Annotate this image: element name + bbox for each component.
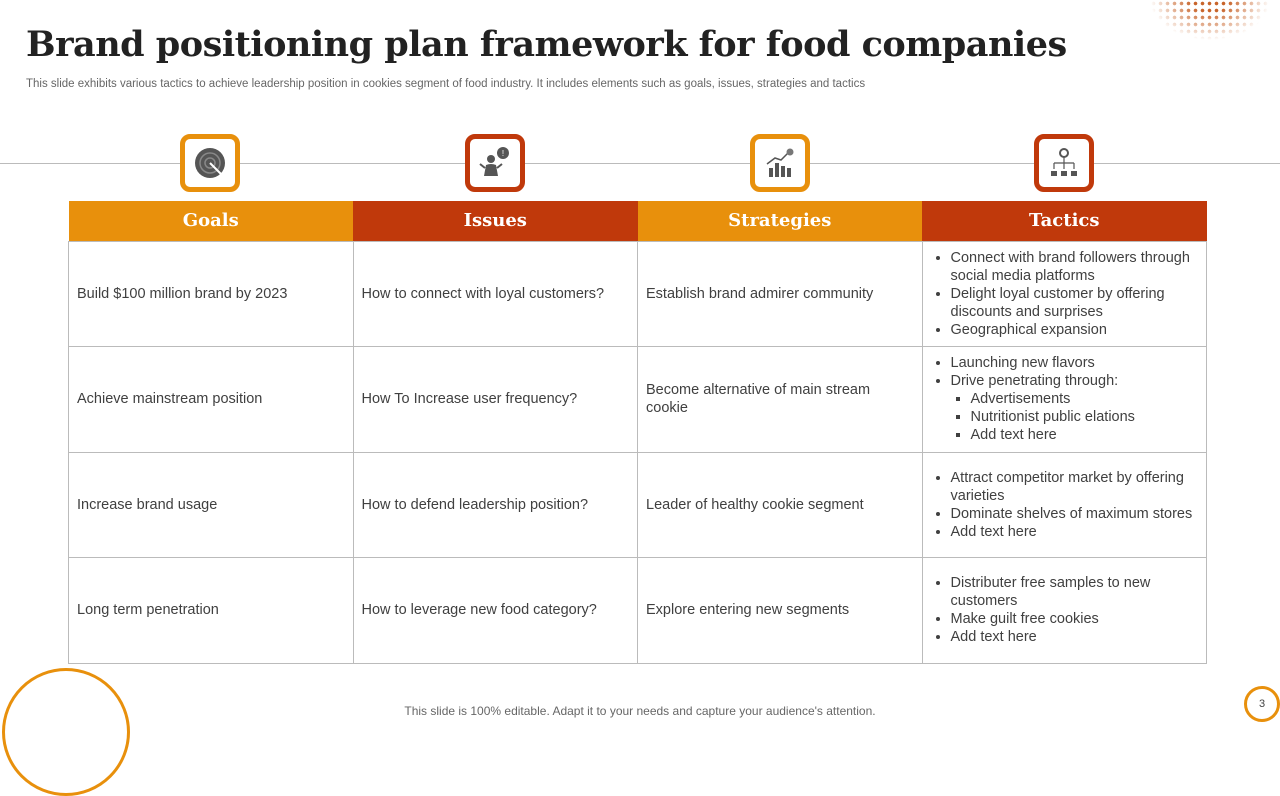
- issue-cell: How to leverage new food category?: [352, 557, 638, 664]
- tactic-item: Dominate shelves of maximum stores: [951, 505, 1199, 523]
- table-row: Build $100 million brand by 2023 How to …: [68, 240, 1207, 347]
- framework-table: Goals Issues Strategies Tactics Build $1…: [68, 201, 1207, 664]
- goal-cell: Achieve mainstream position: [68, 346, 354, 453]
- decorative-dots: [1150, 0, 1280, 60]
- issue-cell: How to defend leadership position?: [352, 451, 638, 558]
- tactics-cell: Connect with brand followers through soc…: [921, 240, 1207, 347]
- page-title: Brand positioning plan framework for foo…: [26, 24, 1067, 65]
- tactic-text: Drive penetrating through:: [950, 373, 1119, 390]
- goal-cell: Long term penetration: [68, 557, 354, 664]
- divider: [0, 163, 1280, 164]
- person-question-icon: !: [465, 134, 525, 192]
- tactic-item: Make guilt free cookies: [951, 610, 1199, 628]
- tactic-item: Add text here: [951, 628, 1199, 646]
- tactics-cell: Launching new flavors Drive penetrating …: [921, 346, 1207, 453]
- subtactic-item: Nutritionist public elations: [971, 408, 1199, 426]
- issue-cell: How To Increase user frequency?: [352, 346, 638, 453]
- tactic-item: Connect with brand followers through soc…: [951, 249, 1199, 285]
- header-issues: Issues: [353, 201, 638, 241]
- target-icon: [180, 134, 240, 192]
- tactics-cell: Distributer free samples to new customer…: [921, 557, 1207, 664]
- strategy-cell: Leader of healthy cookie segment: [637, 451, 923, 558]
- subtactic-item: Advertisements: [971, 390, 1199, 408]
- strategy-cell: Establish brand admirer community: [637, 240, 923, 347]
- process-hierarchy-icon: [1034, 134, 1094, 192]
- tactics-cell: Attract competitor market by offering va…: [921, 451, 1207, 558]
- tactic-item: Launching new flavors: [951, 354, 1199, 372]
- footer-note: This slide is 100% editable. Adapt it to…: [404, 704, 876, 718]
- goal-cell: Increase brand usage: [68, 451, 354, 558]
- strategy-cell: Become alternative of main stream cookie: [637, 346, 923, 453]
- tactic-item: Geographical expansion: [951, 321, 1199, 339]
- page-subtitle: This slide exhibits various tactics to a…: [26, 78, 866, 90]
- growth-chart-icon: [750, 134, 810, 192]
- decorative-circle: [2, 668, 130, 796]
- issue-cell: How to connect with loyal customers?: [352, 240, 638, 347]
- table-row: Achieve mainstream position How To Incre…: [68, 346, 1207, 453]
- subtactic-item: Add text here: [971, 426, 1199, 444]
- header-goals: Goals: [68, 201, 353, 241]
- tactic-item: Delight loyal customer by offering disco…: [951, 285, 1199, 321]
- tactic-item: Distributer free samples to new customer…: [951, 574, 1199, 610]
- strategy-cell: Explore entering new segments: [637, 557, 923, 664]
- table-row: Increase brand usage How to defend leade…: [68, 451, 1207, 558]
- tactic-item: Add text here: [951, 523, 1199, 541]
- header-strategies: Strategies: [637, 201, 922, 241]
- header-tactics: Tactics: [922, 201, 1207, 241]
- goal-cell: Build $100 million brand by 2023: [68, 240, 354, 347]
- tactic-item: Attract competitor market by offering va…: [951, 469, 1199, 505]
- svg-text:!: !: [502, 149, 504, 158]
- table-row: Long term penetration How to leverage ne…: [68, 557, 1207, 664]
- page-number: 3: [1244, 686, 1280, 722]
- tactic-item: Drive penetrating through: Advertisement…: [951, 372, 1199, 444]
